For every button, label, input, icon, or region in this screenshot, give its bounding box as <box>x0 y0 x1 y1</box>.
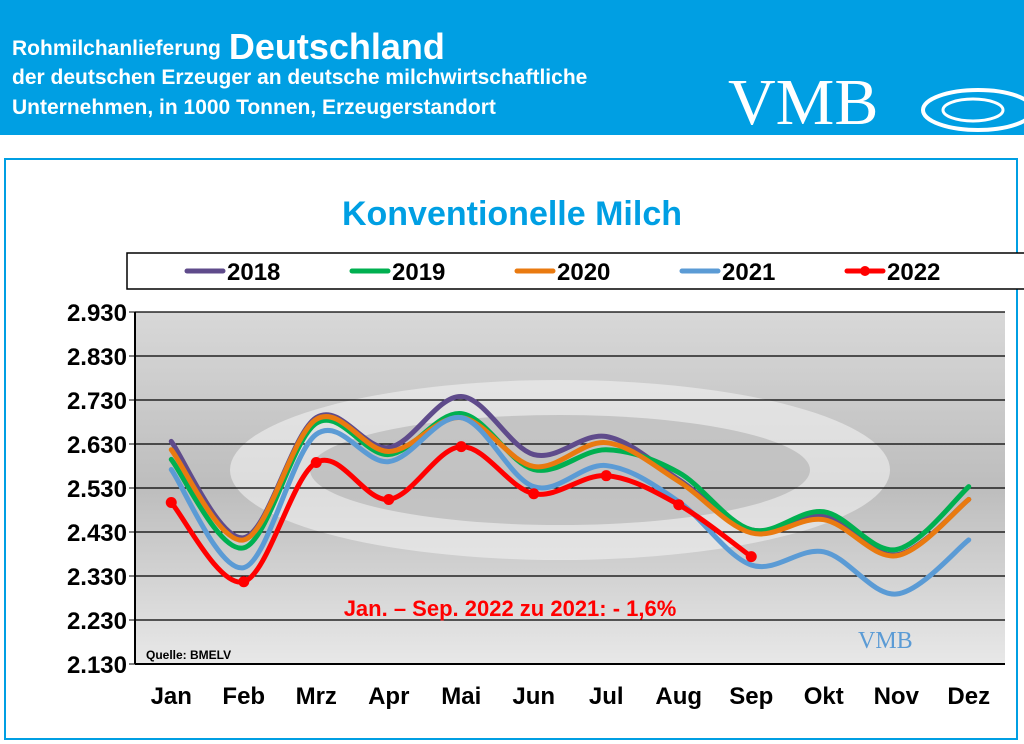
legend-label: 2019 <box>392 259 445 286</box>
data-point-2022 <box>673 499 685 511</box>
x-tick-label: Okt <box>804 683 844 710</box>
chart-frame <box>4 158 1018 740</box>
milk-splash-center <box>310 415 810 525</box>
y-tick-label: 2.130 <box>67 652 127 679</box>
y-tick-label: 2.330 <box>67 564 127 591</box>
data-point-2022 <box>310 456 322 468</box>
logo-text: VMB <box>728 66 879 139</box>
y-tick-label: 2.830 <box>67 344 127 371</box>
source-label: Quelle: BMELV <box>146 648 231 662</box>
header: Rohmilchanlieferung Deutschland der deuts… <box>0 0 1024 136</box>
chart-title: Konventionelle Milch <box>341 195 683 233</box>
y-tick-label: 2.530 <box>67 476 127 503</box>
data-point-2022 <box>383 493 395 505</box>
series-line-2021 <box>168 415 972 597</box>
logo-swoosh-icon <box>921 88 1024 132</box>
y-tick-label: 2.430 <box>67 520 127 547</box>
annotation: Jan. – Sep. 2022 zu 2021: - 1,6% <box>344 596 677 621</box>
legend-marker <box>860 266 870 276</box>
data-point-2022 <box>745 551 757 563</box>
data-point-2022 <box>600 470 612 482</box>
y-tick-label: 2.730 <box>67 388 127 415</box>
legend-label: 2020 <box>557 259 610 286</box>
x-tick-label: Mai <box>441 683 481 710</box>
data-point-2022 <box>238 576 250 588</box>
data-point-2022 <box>165 497 177 509</box>
vmb-logo: VMB <box>728 70 1024 136</box>
watermark-logo: VMB <box>858 628 913 654</box>
legend-label: 2018 <box>227 259 280 286</box>
header-country: Deutschland <box>228 26 445 67</box>
x-tick-label: Aug <box>655 683 702 710</box>
data-point-2022 <box>528 488 540 500</box>
x-tick-label: Sep <box>729 683 773 710</box>
y-tick-label: 2.230 <box>67 608 127 635</box>
header-small: Rohmilchanlieferung <box>12 37 221 60</box>
x-tick-label: Mrz <box>296 683 337 710</box>
x-tick-label: Jul <box>589 683 624 710</box>
x-tick-label: Nov <box>874 683 920 710</box>
header-line2: der deutschen Erzeuger an deutsche milch… <box>12 66 588 89</box>
x-tick-label: Feb <box>222 683 265 710</box>
header-line1: Rohmilchanlieferung Deutschland <box>12 22 445 67</box>
series-line-2022 <box>168 444 754 585</box>
legend-label: 2022 <box>887 259 940 286</box>
x-tick-label: Jun <box>512 683 555 710</box>
y-tick-label: 2.930 <box>67 300 127 327</box>
data-point-2022 <box>455 441 467 453</box>
x-tick-label: Jan <box>151 683 192 710</box>
series-line-2020 <box>168 414 972 559</box>
header-line3: Unternehmen, in 1000 Tonnen, Erzeugersta… <box>12 96 496 119</box>
x-tick-label: Apr <box>368 683 409 710</box>
y-tick-label: 2.630 <box>67 432 127 459</box>
legend-label: 2021 <box>722 259 775 286</box>
x-tick-label: Dez <box>947 683 990 710</box>
